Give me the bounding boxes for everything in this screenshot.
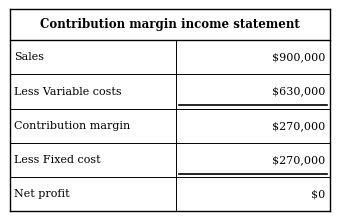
Text: $630,000: $630,000 (272, 87, 326, 97)
Text: $900,000: $900,000 (272, 52, 326, 62)
Text: Less Fixed cost: Less Fixed cost (14, 155, 101, 165)
Text: $270,000: $270,000 (272, 121, 326, 131)
Text: Net profit: Net profit (14, 189, 70, 199)
Text: Contribution margin income statement: Contribution margin income statement (40, 18, 300, 31)
Text: $270,000: $270,000 (272, 155, 326, 165)
Text: Contribution margin: Contribution margin (14, 121, 131, 131)
Text: $0: $0 (311, 189, 326, 199)
Text: Sales: Sales (14, 52, 44, 62)
Text: Less Variable costs: Less Variable costs (14, 87, 122, 97)
